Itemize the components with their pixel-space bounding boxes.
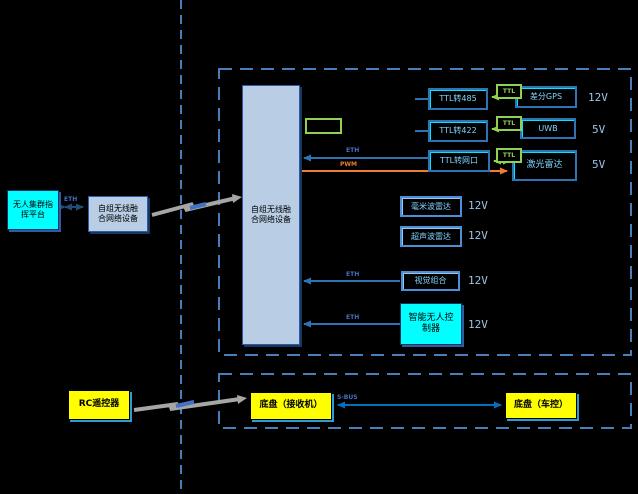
sensor-differential-gps-node: 差分GPS (515, 86, 577, 108)
peripheral-mmwave-radar-node: 毫米波雷达 (400, 196, 462, 217)
peripheral-ultrasonic-radar-node: 超声波雷达 (400, 226, 462, 247)
voltage-vision: 12V (468, 274, 488, 287)
rc-controller-node: RC遥控器 (68, 390, 130, 420)
ttl-tag-1: TTL (496, 84, 522, 99)
empty-green-rect (305, 118, 342, 134)
unmanned-controller-label-line2: 制器 (421, 324, 440, 334)
sensor-uwb-node: UWB (520, 118, 576, 139)
voltage-gps: 12V (588, 91, 608, 104)
ground-network-device-node: 自组无线融 合网络设备 (88, 196, 148, 232)
core-network-device-label-line2: 合网络设备 (251, 215, 291, 224)
command-platform-node: 无人集群指 挥平台 (7, 190, 59, 230)
converter-ttl-net-node: TTL转网口 (428, 150, 490, 172)
command-platform-label-line2: 挥平台 (21, 210, 45, 219)
command-platform-label-line1: 无人集群指 (13, 200, 53, 209)
voltage-lidar: 5V (592, 158, 606, 171)
ground-network-device-label-line2: 合网络设备 (98, 214, 138, 223)
sbus-label: S-BUS (337, 394, 358, 401)
wireless-link-upper (151, 194, 242, 217)
ground-network-device-label-line1: 自组无线融 (98, 204, 138, 213)
chassis-receiver-node: 底盘（接收机） (250, 392, 332, 420)
ttl-tag-2: TTL (496, 116, 522, 131)
eth-label-controller-line: ETH (346, 314, 360, 321)
eth-label-net-line: ETH (346, 147, 360, 154)
voltage-ultrasonic: 12V (468, 229, 488, 242)
peripheral-vision-unit-node: 视觉组合 (401, 271, 460, 291)
unmanned-controller-label-line1: 智能无人控 (408, 312, 454, 323)
converter-ttl-422-node: TTL转422 (428, 120, 488, 142)
ttl-tag-3: TTL (496, 148, 522, 163)
chassis-vehicle-control-node: 底盘（车控） (505, 392, 577, 419)
voltage-mmwave: 12V (468, 199, 488, 212)
voltage-controller: 12V (468, 318, 488, 331)
vehicle-upper-dashed-boundary (218, 68, 632, 356)
eth-label-vision-line: ETH (346, 271, 360, 278)
core-network-device-label-line1: 自组无线融 (251, 205, 291, 214)
core-network-device-node: 自组无线融 合网络设备 (242, 85, 300, 345)
converter-ttl-485-node: TTL转485 (428, 88, 488, 110)
voltage-uwb: 5V (592, 123, 606, 136)
wireless-link-lower (133, 395, 247, 412)
unmanned-controller-node: 智能无人控 制器 (400, 303, 462, 345)
eth-label-ground: ETH (64, 196, 78, 203)
sensor-lidar-node: 激光雷达 (512, 150, 577, 181)
pwm-label: PWM (340, 161, 357, 168)
